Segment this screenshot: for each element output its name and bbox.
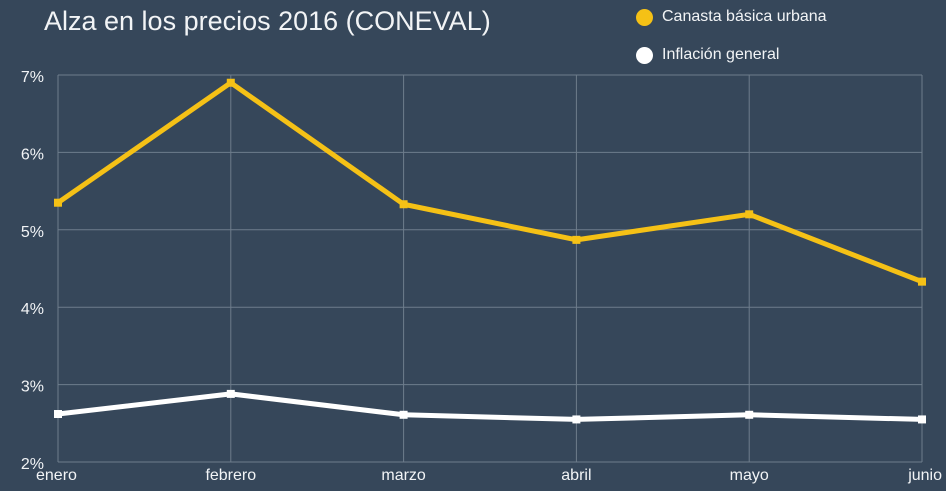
y-tick-label: 4%	[21, 301, 44, 318]
data-point[interactable]	[572, 235, 581, 244]
grid-lines	[57, 74, 923, 463]
data-point[interactable]	[226, 78, 235, 87]
data-point[interactable]	[226, 389, 235, 398]
x-tick-label: junio	[907, 467, 942, 484]
legend-item-inflacion[interactable]: Inflación general	[636, 46, 779, 64]
y-tick-label: 7%	[21, 69, 44, 86]
data-point[interactable]	[54, 198, 62, 207]
x-tick-label: abril	[561, 467, 591, 484]
legend-marker-canasta	[636, 8, 653, 26]
series-layer	[54, 78, 926, 424]
data-point[interactable]	[745, 410, 754, 419]
data-point[interactable]	[54, 410, 62, 419]
y-tick-label: 2%	[21, 456, 44, 473]
x-tick-label: marzo	[381, 467, 426, 484]
x-tick-label: febrero	[205, 467, 256, 484]
data-point[interactable]	[745, 210, 754, 219]
x-axis-ticks: enero febrero marzo abril mayo junio	[36, 467, 942, 484]
y-tick-label: 5%	[21, 224, 44, 241]
series-line-0	[56, 80, 923, 284]
data-point[interactable]	[572, 415, 581, 424]
legend-item-canasta[interactable]: Canasta básica urbana	[636, 8, 827, 26]
series-line-1	[57, 391, 923, 422]
legend-label-canasta: Canasta básica urbana	[662, 8, 827, 25]
data-point[interactable]	[399, 200, 408, 209]
legend-marker-inflacion	[636, 46, 653, 64]
data-point[interactable]	[918, 415, 926, 424]
data-point[interactable]	[918, 277, 926, 286]
x-tick-label: mayo	[730, 467, 769, 484]
y-axis-ticks: 2% 3% 4% 5% 6% 7%	[21, 69, 44, 473]
x-tick-label: enero	[36, 467, 77, 484]
legend-label-inflacion: Inflación general	[662, 46, 780, 63]
y-tick-label: 3%	[21, 379, 44, 396]
chart-title: Alza en los precios 2016 (CONEVAL)	[44, 6, 491, 36]
data-point[interactable]	[399, 410, 408, 419]
y-tick-label: 6%	[21, 146, 44, 163]
